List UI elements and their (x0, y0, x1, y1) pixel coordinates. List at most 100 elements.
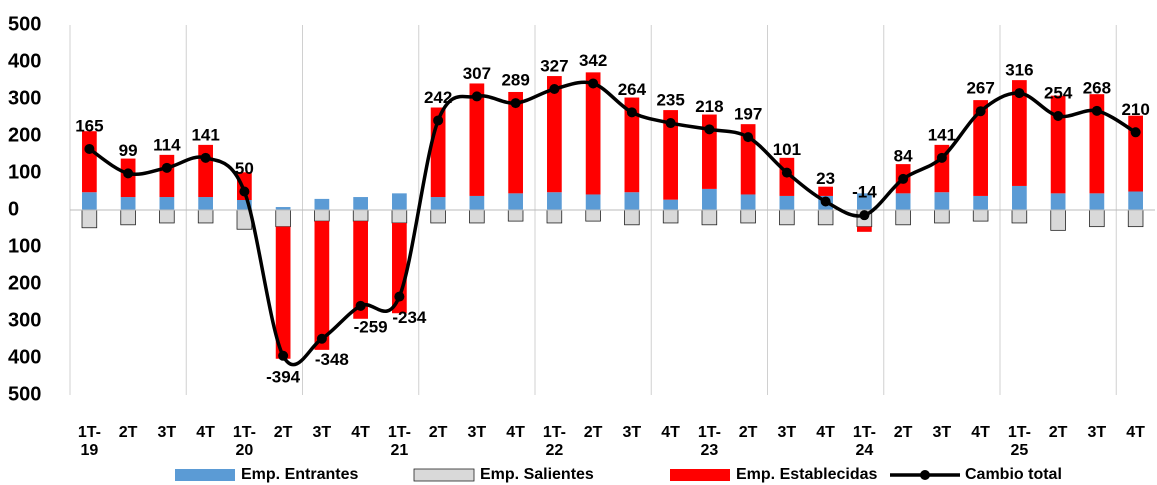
line-marker (200, 152, 211, 163)
bar (934, 209, 950, 224)
x-tick-label: 4T (816, 424, 835, 441)
data-label: -14 (852, 183, 877, 202)
data-label: 218 (695, 97, 723, 116)
bar (314, 221, 330, 350)
bar (624, 97, 640, 193)
x-tick-label: 4T (351, 424, 370, 441)
y-tick-label: 200 (8, 124, 41, 146)
bar (1050, 95, 1066, 194)
bar (662, 209, 679, 224)
line-marker (84, 143, 95, 154)
bar (585, 194, 601, 210)
line-marker (743, 132, 754, 143)
y-tick-label: 500 (8, 383, 41, 405)
x-tick-label: 3T (467, 424, 487, 441)
line-marker (704, 124, 715, 135)
data-label: 235 (656, 91, 684, 110)
bar (585, 209, 601, 222)
bar (585, 72, 601, 195)
y-tick-label: 100 (8, 235, 41, 257)
legend-swatch (175, 469, 235, 481)
bar (314, 209, 330, 222)
bar (159, 154, 175, 198)
line-marker (665, 118, 676, 129)
bar (779, 195, 795, 210)
data-label: 342 (579, 51, 607, 70)
bar (895, 209, 911, 226)
bar (353, 221, 368, 319)
data-label: 141 (191, 125, 219, 144)
bar (275, 207, 291, 210)
x-tick-label: 1T-19 (77, 424, 101, 459)
bar (1012, 80, 1027, 186)
bar (508, 193, 523, 210)
data-label: 114 (153, 135, 181, 154)
x-tick-label: 3T (157, 424, 177, 441)
line-marker (859, 210, 870, 221)
line-marker (239, 186, 250, 197)
bar (1050, 209, 1066, 231)
bar (197, 209, 214, 224)
data-label: 197 (734, 105, 762, 124)
line-marker (394, 291, 405, 302)
line-marker (1014, 88, 1025, 99)
bar (547, 192, 562, 210)
bar (120, 197, 136, 210)
x-tick-label: 2T (893, 424, 913, 441)
legend-swatch (920, 470, 930, 480)
line-marker (510, 98, 521, 109)
bar (857, 226, 872, 232)
bar (547, 76, 562, 193)
x-tick-label: 1T-21 (387, 424, 411, 459)
line-marker (588, 78, 599, 89)
x-tick-label: 4T (506, 424, 525, 441)
legend-swatch (413, 468, 475, 482)
bar (663, 199, 678, 210)
bar (857, 193, 872, 210)
line-marker (278, 350, 289, 361)
bar (702, 188, 717, 210)
data-label: 264 (618, 80, 647, 99)
bar (973, 195, 988, 210)
bar (352, 209, 369, 222)
x-tick-label: 3T (777, 424, 797, 441)
bar (1089, 209, 1105, 228)
y-tick-label: 400 (8, 50, 41, 72)
line-marker (626, 107, 637, 118)
y-tick-label: 0 (8, 198, 19, 220)
bar (973, 100, 988, 196)
bar (198, 144, 213, 198)
bar (391, 209, 408, 224)
x-tick-label: 1T-25 (1007, 424, 1031, 459)
x-tick-label: 1T-24 (852, 424, 876, 459)
bar (934, 192, 950, 210)
bar (740, 209, 756, 224)
data-label: 267 (966, 79, 994, 98)
line-marker (936, 152, 947, 163)
line-marker (161, 162, 172, 173)
data-label: 165 (75, 116, 103, 135)
line-marker (355, 300, 366, 311)
line-marker (781, 167, 792, 178)
x-tick-label: 2T (1048, 424, 1068, 441)
bar (1128, 191, 1143, 210)
y-tick-label: 100 (8, 161, 41, 183)
x-tick-label: 4T (661, 424, 680, 441)
bar (237, 200, 252, 210)
data-label: 141 (928, 125, 956, 144)
data-label: 316 (1005, 61, 1033, 80)
bar (779, 209, 795, 226)
bar (972, 209, 989, 222)
bar (740, 194, 756, 210)
x-tick-label: 3T (622, 424, 642, 441)
bar (430, 197, 446, 210)
line-marker (1091, 105, 1102, 116)
x-tick-label: 1T-23 (697, 424, 721, 459)
bar (701, 209, 718, 226)
bar (430, 209, 446, 224)
x-tick-label: 2T (428, 424, 448, 441)
x-tick-label: 4T (971, 424, 990, 441)
line (88, 80, 1137, 367)
data-label: 289 (501, 71, 529, 90)
